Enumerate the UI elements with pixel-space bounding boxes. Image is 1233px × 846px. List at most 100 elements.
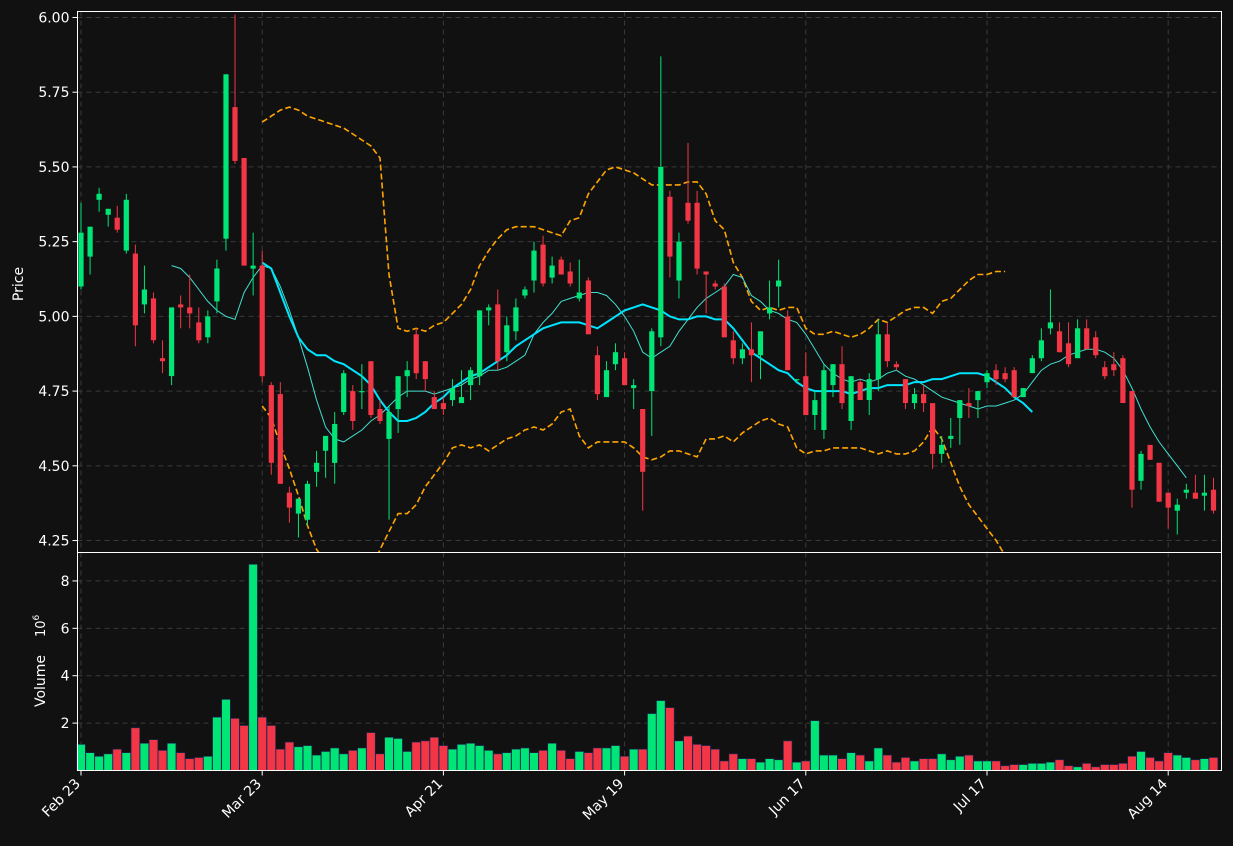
volume-bar	[1136, 751, 1146, 771]
volume-bar	[656, 700, 666, 771]
candle-body	[422, 361, 428, 380]
price-tick-label: 5.50	[38, 160, 69, 176]
volume-bar	[647, 713, 657, 771]
volume-bar	[701, 745, 711, 771]
candle-body	[468, 370, 474, 386]
volume-bar	[474, 745, 485, 771]
candle-body	[567, 271, 573, 284]
candle-body	[268, 385, 274, 463]
candle-body	[748, 349, 754, 356]
volume-bar	[683, 735, 693, 771]
candle-body	[948, 435, 954, 439]
volume-bar	[1091, 766, 1101, 771]
candle-body	[105, 208, 111, 215]
candle-body	[739, 349, 745, 359]
volume-bar	[502, 752, 512, 771]
volume-bar	[411, 741, 421, 771]
volume-bar	[565, 758, 575, 771]
volume-bar	[629, 748, 639, 771]
volume-bar	[176, 752, 186, 771]
candle-body	[522, 289, 528, 296]
candle-body	[676, 241, 682, 281]
volume-bar	[991, 760, 1001, 771]
candlesticks	[78, 14, 1217, 538]
volume-bar	[1073, 766, 1083, 771]
volume-bar	[94, 755, 104, 771]
volume-bar	[85, 752, 95, 771]
candle-body	[1174, 504, 1180, 511]
candle-body	[1138, 453, 1144, 481]
volume-bar	[248, 563, 258, 771]
candle-body	[159, 358, 166, 362]
volume-bar	[900, 757, 911, 771]
volume-bar	[348, 750, 358, 771]
candle-body	[767, 307, 773, 314]
volume-bar	[556, 750, 566, 771]
volume-bar	[719, 760, 729, 771]
volume-bar	[429, 736, 439, 771]
volume-bar	[882, 754, 892, 771]
volume-axis-exponent-power: 6	[32, 614, 42, 620]
volume-panel-frame	[77, 552, 1222, 771]
candle-body	[875, 334, 881, 380]
volume-bar	[112, 748, 122, 771]
candle-body	[866, 379, 872, 400]
volume-bar	[1199, 758, 1209, 771]
candle-body	[205, 316, 211, 338]
candle-body	[939, 444, 945, 454]
volume-bar	[456, 744, 467, 771]
volume-bar	[1208, 757, 1219, 771]
volume-bar	[710, 748, 720, 771]
volume-bar	[157, 750, 168, 771]
volume-bar	[746, 758, 756, 771]
volume-bar	[792, 761, 802, 771]
candle-body	[1056, 331, 1063, 353]
candle-body	[169, 307, 175, 377]
upper-band-line	[261, 106, 1006, 339]
candle-body	[123, 199, 129, 251]
price-tick-label: 5.00	[38, 309, 69, 325]
candle-body	[830, 364, 836, 386]
volume-bar	[230, 718, 240, 771]
candle-body	[359, 391, 365, 393]
candle-body	[323, 435, 329, 451]
candle-body	[78, 232, 84, 287]
volume-bar	[918, 758, 929, 771]
volume-tick-label: 6	[61, 621, 70, 637]
candle-body	[603, 370, 610, 398]
volume-axis-label: Volume	[33, 655, 49, 707]
candle-body	[667, 196, 673, 257]
volume-bar	[239, 725, 249, 771]
candle-body	[857, 382, 863, 400]
candle-body	[1183, 489, 1189, 493]
candle-body	[911, 394, 918, 404]
volume-bar	[203, 755, 213, 771]
candle-body	[386, 412, 392, 439]
candle-body	[839, 364, 845, 404]
bollinger-bands	[261, 106, 1006, 553]
volume-bar	[1118, 763, 1128, 771]
volume-bar	[1127, 755, 1137, 771]
candle-body	[694, 202, 700, 269]
candle-body	[241, 158, 247, 266]
candle-body	[132, 253, 138, 326]
candle-body	[395, 376, 401, 410]
volume-bar	[755, 761, 766, 771]
volume-bar	[384, 736, 394, 771]
candle-body	[1002, 373, 1008, 380]
volume-bar	[692, 744, 702, 771]
candle-body	[757, 331, 764, 356]
candle-body	[812, 400, 818, 415]
volume-bar	[1018, 764, 1028, 771]
candle-body	[304, 483, 311, 520]
volume-bar	[1181, 757, 1191, 771]
candle-body	[549, 265, 555, 278]
candle-body	[902, 379, 909, 403]
candle-body	[1156, 462, 1162, 502]
volume-bars	[76, 563, 1219, 771]
volume-panel: 2 4 6 8 Volume 106	[32, 552, 1222, 771]
candle-body	[87, 226, 93, 257]
candle-body	[658, 166, 664, 338]
candle-body	[1011, 370, 1017, 398]
